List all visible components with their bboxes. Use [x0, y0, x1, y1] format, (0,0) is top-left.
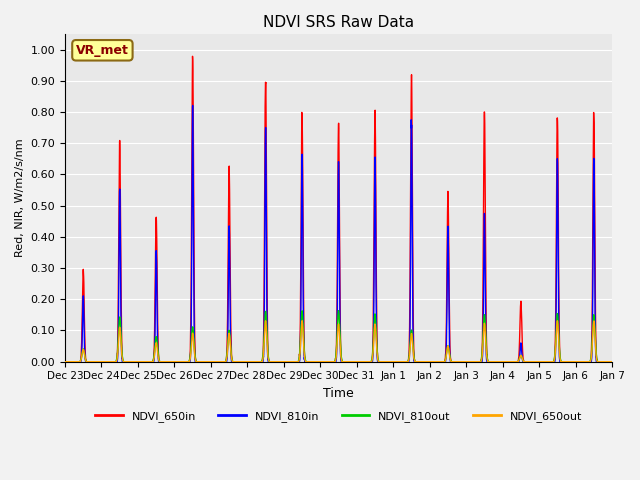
Legend: NDVI_650in, NDVI_810in, NDVI_810out, NDVI_650out: NDVI_650in, NDVI_810in, NDVI_810out, NDV…: [90, 407, 586, 426]
X-axis label: Time: Time: [323, 387, 354, 400]
Title: NDVI SRS Raw Data: NDVI SRS Raw Data: [263, 15, 414, 30]
Text: VR_met: VR_met: [76, 44, 129, 57]
Y-axis label: Red, NIR, W/m2/s/nm: Red, NIR, W/m2/s/nm: [15, 139, 25, 257]
